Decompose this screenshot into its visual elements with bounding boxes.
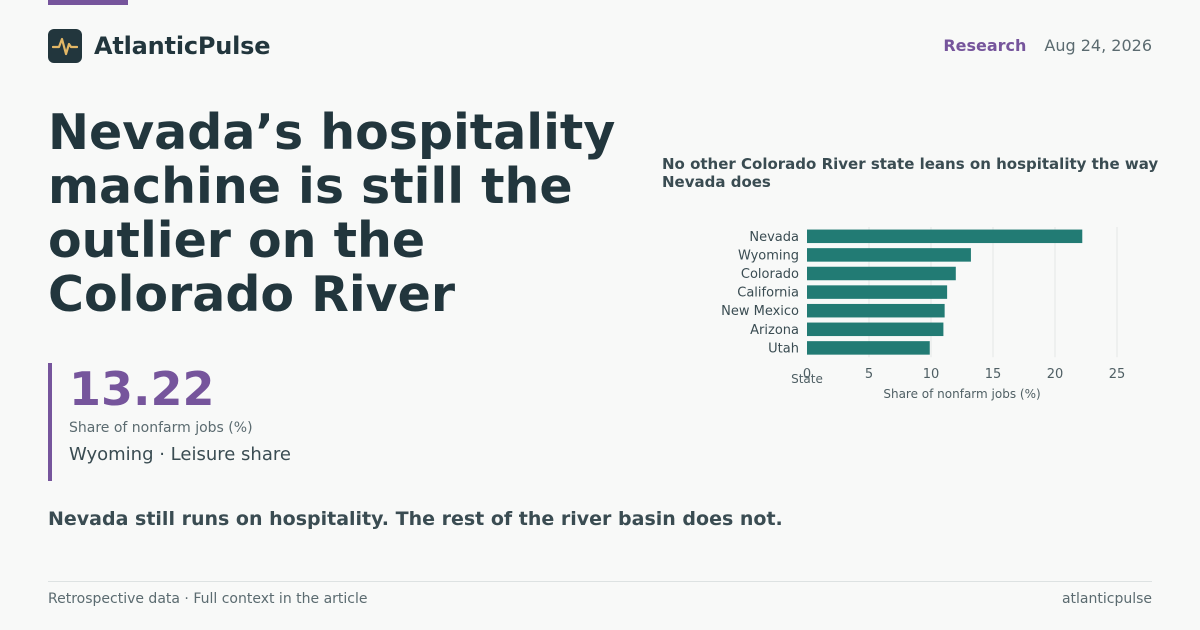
category-label: Nevada: [749, 230, 799, 245]
bar-utah[interactable]: [807, 341, 930, 355]
brand[interactable]: AtlanticPulse: [48, 29, 271, 63]
category-label: California: [737, 286, 799, 301]
chart-category-labels: Nevada Wyoming Colorado California New Mexic…: [721, 230, 799, 357]
category-label: Utah: [768, 341, 799, 356]
kpi-value: 13.22: [69, 362, 215, 416]
bar-colorado[interactable]: [807, 266, 956, 281]
x-tick-label: 5: [865, 367, 873, 382]
chart-x-axis-label: Share of nonfarm jobs (%): [883, 387, 1040, 401]
pulse-icon: [48, 29, 82, 63]
bar-california[interactable]: [807, 285, 948, 299]
chart-y-axis-label: State: [791, 372, 823, 386]
article-meta: Research Aug 24, 2026: [943, 36, 1152, 55]
x-tick-label: 10: [923, 367, 940, 382]
footer-note: Retrospective data · Full context in the…: [48, 591, 368, 607]
chart-bars: [807, 229, 1083, 355]
category-label: Colorado: [741, 267, 799, 282]
bar-new-mexico[interactable]: [807, 303, 945, 318]
x-tick-label: 25: [1109, 367, 1126, 382]
footer-divider: [48, 581, 1152, 582]
category-label: Wyoming: [738, 248, 799, 263]
section-link[interactable]: Research: [943, 36, 1027, 55]
x-tick-label: 20: [1047, 367, 1064, 382]
top-accent-bar: [48, 0, 128, 5]
bar-arizona[interactable]: [807, 322, 944, 337]
bar-nevada[interactable]: [807, 229, 1083, 244]
publish-date: Aug 24, 2026: [1044, 36, 1152, 55]
category-label: Arizona: [750, 323, 799, 338]
chart-title: No other Colorado River state leans on h…: [662, 155, 1159, 191]
footer-brand[interactable]: atlanticpulse: [1061, 591, 1152, 607]
kpi-callout: 13.22 Share of nonfarm jobs (%) Wyoming …: [48, 363, 291, 481]
x-tick-label: 15: [985, 367, 1002, 382]
kpi-subtitle: Wyoming · Leisure share: [69, 444, 291, 465]
bar-wyoming[interactable]: [807, 248, 971, 262]
category-label: New Mexico: [721, 304, 799, 319]
dek: Nevada still runs on hospitality. The re…: [48, 508, 783, 530]
x-tick-label: 0: [803, 367, 811, 382]
chart-tick-labels: 0 5 10 15 20 25: [803, 367, 1125, 382]
brand-name: AtlanticPulse: [94, 32, 271, 60]
headline: Nevada’s hospitality machine is still th…: [48, 104, 616, 323]
kpi-label: Share of nonfarm jobs (%): [69, 420, 253, 436]
